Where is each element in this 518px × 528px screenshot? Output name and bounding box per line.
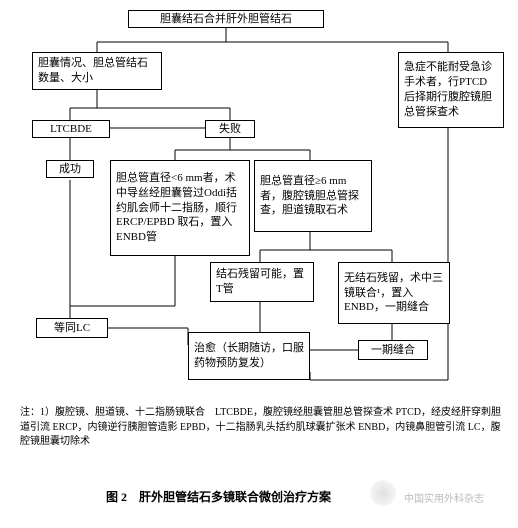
node-title: 胆囊结石合并肝外胆管结石	[128, 10, 324, 28]
figure-caption-text: 图 2 肝外胆管结石多镜联合微创治疗方案	[106, 490, 331, 504]
node-situation: 胆囊情况、胆总管结石数量、大小	[32, 52, 162, 90]
node-waitlc-text: 等同LC	[54, 321, 90, 336]
node-ltcbde: LTCBDE	[32, 120, 110, 138]
watermark-label: 中国实用外科杂志	[404, 494, 484, 505]
node-waitlc: 等同LC	[36, 318, 108, 338]
node-situation-text: 胆囊情况、胆总管结石数量、大小	[38, 56, 156, 86]
node-ge6-text: 胆总管直径≥6 mm者，腹腔镜胆总管探查，胆道镜取石术	[260, 174, 366, 219]
node-cure-text: 治愈（长期随访，口服药物预防复发）	[194, 341, 304, 371]
node-cure: 治愈（长期随访，口服药物预防复发）	[188, 332, 310, 380]
node-no-residual-text: 无结石残留，术中三镜联合¹，置入ENBD，一期缝合	[344, 271, 444, 316]
footnote-text: 注：1）腹腔镜、胆道镜、十二指肠镜联合 LTCBDE，腹腔镜经胆囊管胆总管探查术…	[20, 406, 502, 450]
figure-caption: 图 2 肝外胆管结石多镜联合微创治疗方案	[106, 488, 331, 505]
node-title-text: 胆囊结石合并肝外胆管结石	[160, 12, 292, 27]
watermark-seal	[370, 480, 396, 506]
node-residual: 结石残留可能，置T管	[210, 262, 314, 302]
footnote-content: 注：1）腹腔镜、胆道镜、十二指肠镜联合 LTCBDE，腹腔镜经胆囊管胆总管探查术…	[20, 407, 501, 447]
node-success-text: 成功	[59, 162, 81, 177]
node-ltcbde-text: LTCBDE	[50, 122, 92, 137]
node-lt6: 胆总管直径<6 mm者，术中导丝经胆囊管过Oddi括约肌会师十二指肠，顺行ERC…	[110, 160, 250, 256]
node-emergency: 急症不能耐受急诊手术者，行PTCD后择期行腹腔镜胆总管探查术	[398, 52, 504, 128]
node-primary-suture: 一期缝合	[358, 340, 428, 360]
node-ge6: 胆总管直径≥6 mm者，腹腔镜胆总管探查，胆道镜取石术	[254, 160, 372, 232]
watermark-text: 中国实用外科杂志	[404, 490, 484, 505]
node-fail-text: 失败	[219, 122, 241, 137]
node-emergency-text: 急症不能耐受急诊手术者，行PTCD后择期行腹腔镜胆总管探查术	[404, 60, 498, 119]
node-no-residual: 无结石残留，术中三镜联合¹，置入ENBD，一期缝合	[338, 262, 450, 324]
node-primary-suture-text: 一期缝合	[371, 343, 415, 358]
node-fail: 失败	[205, 120, 255, 138]
node-success: 成功	[46, 160, 94, 178]
node-lt6-text: 胆总管直径<6 mm者，术中导丝经胆囊管过Oddi括约肌会师十二指肠，顺行ERC…	[116, 171, 244, 245]
node-residual-text: 结石残留可能，置T管	[216, 267, 308, 297]
